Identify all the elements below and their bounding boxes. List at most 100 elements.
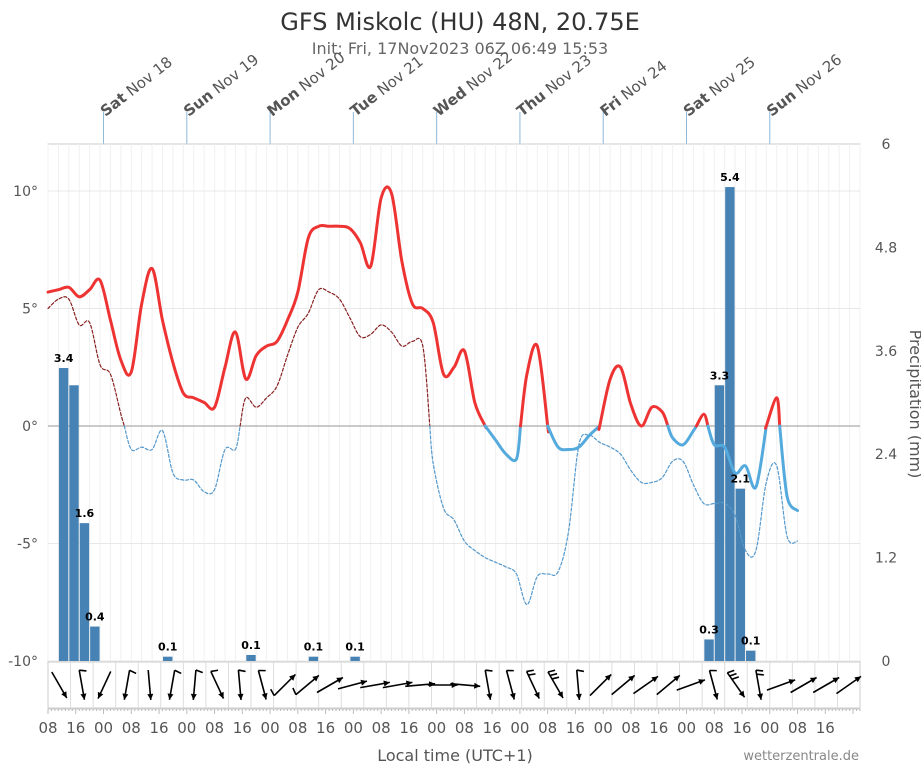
temperature-segment [483,424,522,463]
barb-flag [292,687,297,695]
barb-arrowhead [486,693,493,700]
dewpoint-segment [47,296,125,427]
barb-arrowhead [167,693,174,700]
barb-arrowhead [575,693,582,700]
dewpoint-segment [429,425,799,606]
precip-bar [69,385,79,661]
time-tick-label: 16 [66,719,85,737]
dewpoint-segment [123,425,241,495]
wind-barb [97,671,112,699]
time-tick-label: 16 [649,719,668,737]
barb-arrowhead [509,692,516,700]
wind-barb [382,680,413,689]
precip-bar-label: 0.1 [241,639,261,652]
precip-tick-label: 6 [882,137,891,153]
barb-arrowhead [360,679,367,686]
precip-bar-label: 0.1 [741,635,761,648]
wind-barb [167,669,182,700]
temperature-segment [519,342,550,434]
wind-barb [269,673,297,697]
time-tick-label: 08 [455,719,474,737]
wind-barb [766,679,796,691]
barb-arrowhead [97,691,104,699]
barb-arrowhead [383,680,390,687]
precip-bar-label: 2.1 [731,473,751,486]
day-label: Sun Nov 26 [763,51,845,121]
dewpoint-segment [239,287,431,427]
time-tick-label: 08 [705,719,724,737]
barb-arrowhead [651,676,659,683]
temp-tick-label: 10° [13,184,38,200]
barb-arrowhead [80,693,87,700]
wind-barb [257,669,268,700]
time-tick-label: 08 [621,719,640,737]
precip-bar [79,523,90,661]
day-label: Sat Nov 18 [97,53,176,120]
precip-tick-label: 4.8 [875,240,897,256]
barb-flag [756,673,764,676]
wind-barbs [47,661,862,709]
time-tick-label: 08 [372,719,391,737]
temperature-segment [706,424,768,490]
barb-flag [727,669,735,674]
wind-barb [656,674,681,696]
wind-barb [190,669,204,701]
wind-barb [360,680,390,689]
barb-flag [547,669,556,673]
barb-arrowhead [757,693,764,700]
wind-barb [708,669,719,700]
day-label: Wed Nov 22 [430,48,516,121]
barb-arrowhead [147,693,154,700]
barb-flag [526,669,534,673]
barb-arrowhead [738,690,745,698]
wind-barb [51,671,68,699]
barb-flag [549,672,558,677]
chart-title: GFS Miskolc (HU) 48N, 20.75E [280,8,640,36]
barb-flag [551,676,560,680]
wind-barb [611,674,636,696]
time-tick-label: 08 [288,719,307,737]
time-tick-label: 00 [760,719,779,737]
time-tick-label: 00 [261,719,280,737]
wind-barb [484,669,493,700]
grid [47,144,861,662]
temperature-segment [778,424,799,513]
wind-barb [755,669,764,700]
precipitation-labels: 3.4 1.6 0.4 0.1 0.1 0.1 0.1 0.3 3.3 5.4 2.1 0.1 [54,171,761,654]
temp-tick-label: 5° [22,302,38,318]
wind-barb [632,675,659,695]
day-label: Sat Nov 25 [680,53,759,120]
precip-bar-label: 0.1 [158,641,178,654]
time-tick-label: 08 [122,719,141,737]
dewpoint-line [47,287,799,606]
barb-arrowhead [336,677,343,684]
barb-flag [755,669,764,672]
barb-arrowhead [190,693,197,700]
temp-tick-label: -10° [8,654,38,670]
wind-barb [726,669,746,698]
precip-bar-label: 3.4 [54,352,74,365]
precip-bar [90,626,100,661]
wind-barb [505,669,516,700]
time-tick-label: 08 [538,719,557,737]
wind-barb [337,679,368,690]
barb-arrowhead [312,675,319,682]
barb-flag [238,669,246,673]
barb-arrowhead [788,679,796,685]
wind-barb [812,676,840,694]
time-tick-label: 00 [94,719,113,737]
barb-arrowhead [628,675,635,682]
time-tick-label: 16 [233,719,252,737]
day-label: Tue Nov 21 [347,52,427,120]
barb-arrowhead [237,693,244,700]
precip-bar [350,656,360,661]
time-tick-label: 00 [344,719,363,737]
barb-flag [195,669,204,674]
temperature-segment [694,412,710,428]
barb-arrowhead [61,691,67,698]
barb-flag [731,676,740,681]
precip-bar [58,368,69,661]
barb-arrowhead [854,676,862,683]
